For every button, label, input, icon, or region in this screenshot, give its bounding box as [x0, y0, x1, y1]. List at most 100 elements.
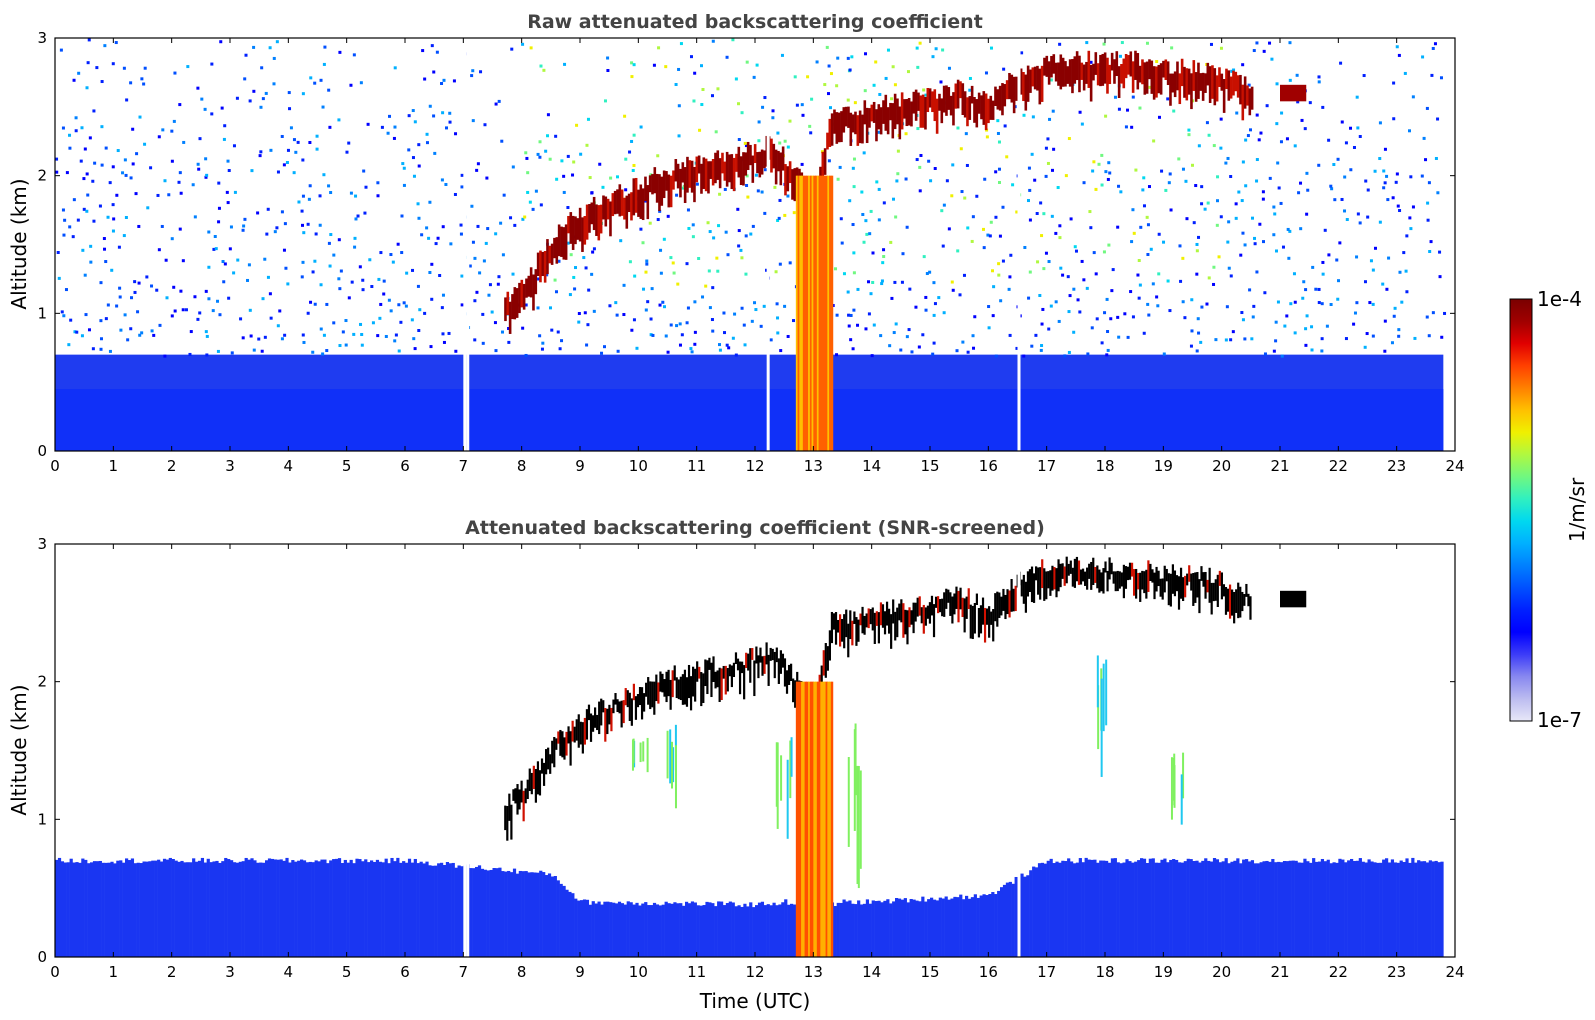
cloud-cell — [591, 715, 595, 732]
noise-cell — [1097, 162, 1101, 166]
noise-cell — [895, 179, 899, 183]
noise-cell — [734, 77, 738, 81]
noise-cell — [243, 77, 247, 81]
layer-cell — [332, 859, 336, 957]
noise-cell — [345, 150, 349, 154]
cloud-cell — [567, 726, 570, 744]
layer-cell — [1268, 861, 1272, 957]
noise-cell — [138, 333, 142, 337]
layer-cell — [562, 885, 566, 957]
noise-cell — [1022, 113, 1026, 117]
layer-cell — [107, 862, 111, 957]
noise-cell — [1371, 334, 1375, 338]
layer-cell — [553, 875, 557, 957]
cloud-cell — [756, 152, 759, 174]
noise-cell — [922, 88, 926, 92]
noise-cell — [285, 161, 289, 165]
noise-cell — [548, 157, 552, 161]
layer-cell — [372, 861, 377, 957]
cloud-cell — [956, 79, 960, 109]
cloud-cell — [1220, 572, 1223, 600]
cloud-cell — [527, 275, 531, 297]
layer-cell — [276, 859, 280, 957]
convective-cell — [815, 175, 818, 451]
cloud-cell — [1071, 567, 1074, 587]
noise-cell — [1102, 42, 1106, 46]
noise-cell — [847, 324, 851, 328]
noise-cell — [908, 287, 912, 291]
layer-cell — [1107, 862, 1112, 957]
x-tick: 7 — [459, 38, 468, 475]
layer-cell — [673, 902, 677, 957]
noise-cell — [950, 194, 954, 198]
noise-cell — [1356, 126, 1360, 130]
cloud-cell — [587, 704, 591, 721]
noise-cell — [108, 349, 112, 353]
cloud-cell — [906, 610, 909, 645]
noise-cell — [846, 290, 850, 294]
noise-cell — [884, 76, 888, 80]
y-tick: 1 — [37, 810, 1455, 828]
cloud-cell — [644, 176, 647, 201]
layer-cell — [1367, 859, 1371, 957]
noise-cell — [129, 81, 133, 85]
noise-cell — [161, 128, 165, 132]
noise-cell — [473, 256, 477, 260]
noise-cell — [690, 350, 694, 354]
cloud-cell — [1243, 594, 1246, 606]
cloud-cell — [904, 609, 907, 635]
noise-cell — [1040, 322, 1044, 326]
cloud-cell — [588, 204, 591, 233]
noise-cell — [1170, 46, 1174, 50]
layer-cell — [177, 861, 181, 957]
layer-cell — [200, 857, 205, 957]
noise-cell — [1293, 144, 1297, 148]
layer-cell — [1297, 862, 1301, 957]
noise-cell — [89, 260, 93, 264]
noise-cell — [307, 197, 311, 201]
noise-cell — [1303, 127, 1307, 131]
layer-cell — [1236, 858, 1240, 957]
cloud-cell — [1085, 61, 1088, 84]
cloud-cell — [1169, 573, 1172, 607]
cloud-cell — [653, 167, 657, 194]
y-tick-label: 1 — [37, 810, 47, 828]
cloud-cell — [1192, 573, 1195, 606]
noise-cell — [308, 184, 312, 188]
noise-cell — [133, 290, 137, 294]
cloud-cell — [1103, 52, 1107, 84]
cloud-cell — [1024, 581, 1027, 613]
noise-cell — [393, 339, 397, 343]
layer-cell — [1221, 861, 1225, 957]
cloud-cell — [728, 154, 731, 183]
x-tick: 13 — [804, 38, 823, 475]
layer-cell — [1323, 861, 1327, 957]
cloud-cell — [934, 596, 938, 608]
noise-cell — [454, 349, 458, 353]
cloud-cell — [885, 601, 889, 626]
cloud-cell — [1150, 60, 1154, 94]
noise-cell — [400, 214, 404, 218]
noise-cell — [476, 162, 480, 166]
noise-cell — [1067, 350, 1071, 354]
layer-cell — [967, 898, 972, 957]
virga-streak — [670, 741, 673, 789]
noise-cell — [297, 200, 301, 204]
noise-cell — [378, 316, 382, 320]
noise-cell — [714, 130, 718, 134]
noise-cell — [1274, 320, 1278, 324]
cloud-cell — [924, 607, 927, 626]
noise-cell — [507, 327, 511, 331]
cloud-cell — [1078, 55, 1081, 93]
cloud-cell — [522, 790, 525, 822]
cloud-cell — [947, 589, 950, 603]
layer-cell — [300, 859, 304, 957]
cloud-cell — [1112, 571, 1115, 584]
cloud-cell — [1075, 556, 1079, 582]
noise-cell — [1085, 286, 1089, 290]
noise-cell — [230, 351, 234, 355]
noise-cell — [288, 107, 292, 111]
cloud-cell — [859, 613, 862, 626]
noise-cell — [131, 127, 135, 131]
noise-cell — [598, 162, 602, 166]
